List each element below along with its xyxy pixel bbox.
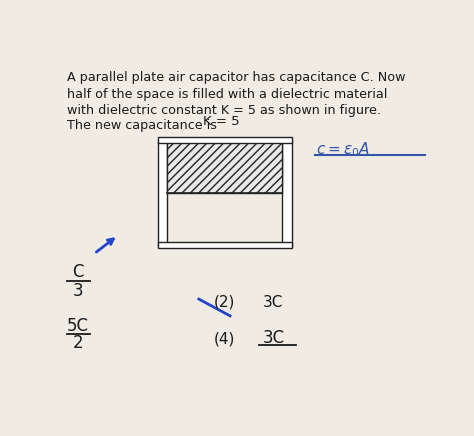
Bar: [157, 242, 292, 249]
Text: (2): (2): [213, 295, 235, 310]
Bar: [157, 140, 167, 247]
Bar: [283, 140, 292, 247]
Text: The new capacitance is: The new capacitance is: [66, 119, 217, 133]
Bar: [167, 140, 283, 193]
Text: 2: 2: [73, 334, 83, 352]
Text: 5C: 5C: [67, 317, 89, 335]
Bar: [157, 136, 292, 143]
Text: half of the space is filled with a dielectric material: half of the space is filled with a diele…: [66, 88, 387, 101]
Text: $c = \varepsilon_0 A$: $c = \varepsilon_0 A$: [316, 140, 370, 159]
Text: 3C: 3C: [263, 295, 283, 310]
Text: with dielectric constant K = 5 as shown in figure.: with dielectric constant K = 5 as shown …: [66, 104, 381, 117]
Text: (4): (4): [213, 332, 235, 347]
Text: K = 5: K = 5: [202, 115, 239, 128]
Text: C: C: [72, 263, 83, 281]
Text: 3: 3: [73, 282, 83, 300]
Text: A parallel plate air capacitor has capacitance C. Now: A parallel plate air capacitor has capac…: [66, 71, 405, 84]
Text: 3C: 3C: [263, 329, 285, 347]
